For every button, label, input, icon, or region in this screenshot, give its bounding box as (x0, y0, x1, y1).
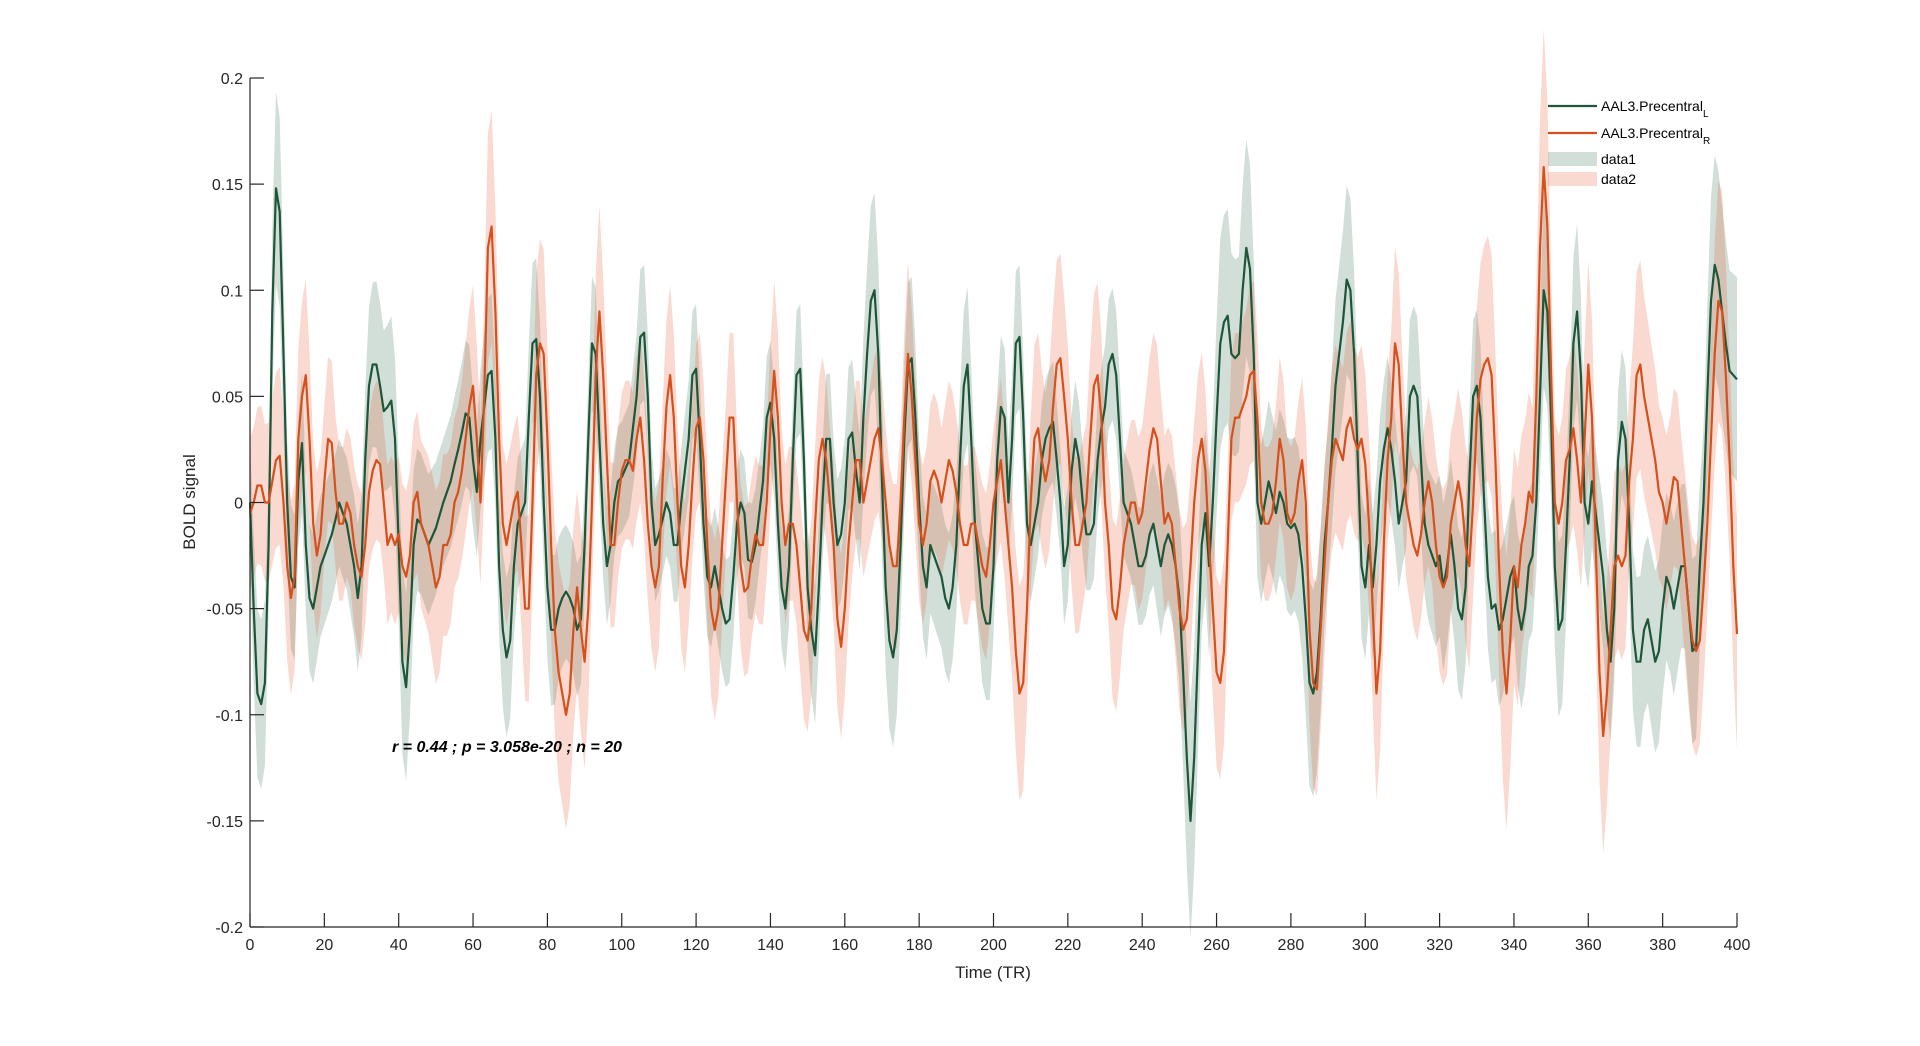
legend-label: data2 (1601, 171, 1636, 187)
x-tick-label: 0 (246, 937, 255, 954)
y-tick-label: -0.1 (215, 708, 243, 725)
legend-band-swatch (1548, 152, 1597, 166)
x-tick-label: 260 (1203, 937, 1230, 954)
legend-item-L[interactable]: AAL3.PrecentralL (1548, 98, 1709, 120)
y-tick-label: 0.05 (212, 389, 243, 406)
y-tick-label: 0.15 (212, 177, 243, 194)
y-tick-label: -0.15 (207, 814, 244, 831)
x-tick-label: 60 (464, 937, 482, 954)
band-data2 (250, 28, 1737, 854)
x-tick-label: 240 (1129, 937, 1156, 954)
y-axis-label: BOLD signal (180, 454, 199, 549)
band-data1 (250, 91, 1737, 939)
legend[interactable]: AAL3.PrecentralLAAL3.PrecentralRdata1dat… (1548, 98, 1710, 187)
x-tick-label: 140 (757, 937, 784, 954)
legend-label: data1 (1601, 151, 1636, 167)
x-tick-label: 80 (539, 937, 557, 954)
y-tick-label: 0.2 (221, 71, 243, 88)
x-tick-label: 380 (1649, 937, 1676, 954)
legend-label: AAL3.PrecentralL (1601, 98, 1709, 120)
y-tick-label: 0.1 (221, 283, 243, 300)
legend-item-R[interactable]: AAL3.PrecentralR (1548, 125, 1710, 147)
x-tick-label: 20 (315, 937, 333, 954)
y-tick-label: 0 (234, 496, 243, 513)
x-tick-label: 40 (390, 937, 408, 954)
x-tick-label: 180 (906, 937, 933, 954)
x-tick-label: 100 (608, 937, 635, 954)
series-line-R (248, 166, 1739, 738)
x-tick-label: 280 (1278, 937, 1305, 954)
legend-band-swatch (1548, 172, 1597, 186)
x-tick-label: 400 (1724, 937, 1751, 954)
legend-label-subscript: R (1703, 136, 1710, 147)
x-tick-label: 340 (1501, 937, 1528, 954)
y-tick-label: -0.05 (207, 602, 244, 619)
x-tick-label: 160 (831, 937, 858, 954)
legend-item-data1[interactable]: data1 (1548, 151, 1636, 167)
x-tick-label: 200 (980, 937, 1007, 954)
axes: 0 20 40 60 80 100 120 140 160 180 200 220 240 260 280 3… (207, 71, 1751, 954)
series-lines-layer (248, 166, 1739, 823)
x-axis-label: Time (TR) (955, 963, 1031, 982)
x-tick-label: 300 (1352, 937, 1379, 954)
x-tick-label: 360 (1575, 937, 1602, 954)
y-tick-label: -0.2 (215, 920, 243, 937)
legend-label-subscript: L (1703, 109, 1709, 120)
x-tick-label: 320 (1426, 937, 1453, 954)
legend-item-data2[interactable]: data2 (1548, 171, 1636, 187)
bands-layer (250, 28, 1737, 939)
series-line-L (248, 187, 1738, 823)
legend-label-name: AAL3.Precentral (1601, 98, 1703, 114)
correlation-annotation: r = 0.44 ; p = 3.058e-20 ; n = 20 (392, 739, 622, 756)
legend-label: AAL3.PrecentralR (1601, 125, 1710, 147)
legend-label-name: AAL3.Precentral (1601, 125, 1703, 141)
x-tick-label: 220 (1054, 937, 1081, 954)
x-tick-label: 120 (683, 937, 710, 954)
